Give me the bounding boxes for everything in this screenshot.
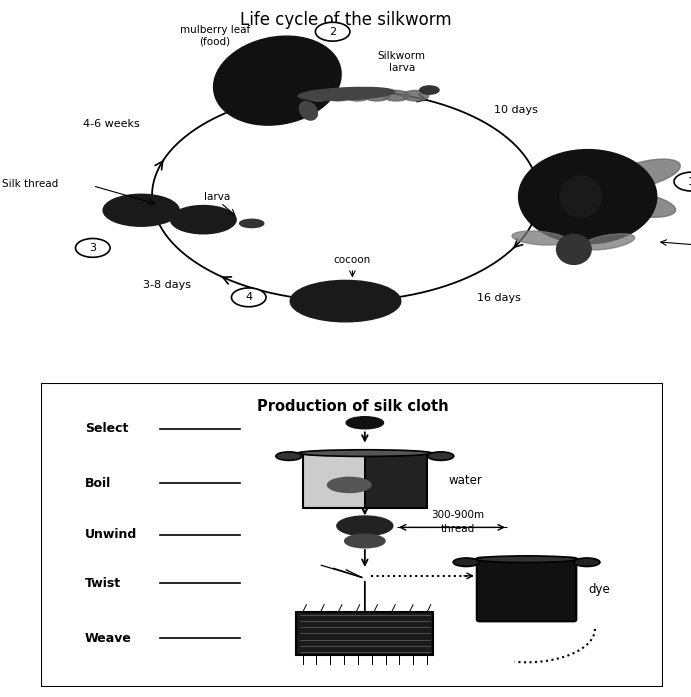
Ellipse shape bbox=[475, 556, 578, 562]
Ellipse shape bbox=[290, 280, 401, 322]
Text: Boil: Boil bbox=[85, 477, 111, 490]
Text: 4-6 weeks: 4-6 weeks bbox=[83, 119, 140, 129]
Ellipse shape bbox=[299, 87, 395, 100]
Text: Silk thread: Silk thread bbox=[3, 179, 59, 189]
Ellipse shape bbox=[328, 477, 371, 493]
Text: 16 days: 16 days bbox=[477, 293, 521, 302]
Ellipse shape bbox=[103, 194, 179, 227]
Ellipse shape bbox=[325, 91, 351, 101]
FancyBboxPatch shape bbox=[365, 453, 427, 507]
Ellipse shape bbox=[363, 91, 390, 101]
Ellipse shape bbox=[402, 91, 428, 101]
Text: 4: 4 bbox=[245, 292, 252, 302]
Ellipse shape bbox=[560, 176, 601, 217]
Text: 1: 1 bbox=[688, 176, 691, 187]
Text: mulberry leaf
(food): mulberry leaf (food) bbox=[180, 24, 250, 46]
Text: 10 days: 10 days bbox=[495, 105, 538, 115]
Text: Silkworm
larva: Silkworm larva bbox=[378, 51, 426, 72]
Text: cocoon: cocoon bbox=[334, 255, 371, 266]
Ellipse shape bbox=[419, 86, 439, 94]
Ellipse shape bbox=[299, 102, 317, 120]
Ellipse shape bbox=[337, 516, 392, 536]
Ellipse shape bbox=[574, 558, 600, 567]
Ellipse shape bbox=[344, 91, 370, 101]
Text: larva: larva bbox=[204, 192, 230, 202]
Ellipse shape bbox=[298, 450, 432, 457]
Ellipse shape bbox=[171, 206, 236, 233]
Text: Unwind: Unwind bbox=[85, 528, 138, 542]
Ellipse shape bbox=[556, 234, 591, 264]
Text: 2: 2 bbox=[329, 26, 337, 37]
Text: Select: Select bbox=[85, 422, 129, 436]
Ellipse shape bbox=[346, 417, 384, 429]
Circle shape bbox=[674, 172, 691, 191]
FancyBboxPatch shape bbox=[303, 453, 365, 507]
Text: Twist: Twist bbox=[85, 577, 121, 590]
Text: 3: 3 bbox=[89, 243, 96, 253]
Ellipse shape bbox=[240, 220, 264, 227]
Text: dye: dye bbox=[589, 583, 610, 596]
Ellipse shape bbox=[605, 159, 681, 189]
Ellipse shape bbox=[383, 91, 409, 101]
Ellipse shape bbox=[518, 150, 656, 244]
Circle shape bbox=[75, 238, 110, 257]
Ellipse shape bbox=[582, 233, 635, 250]
Text: Life cycle of the silkworm: Life cycle of the silkworm bbox=[240, 11, 451, 29]
Ellipse shape bbox=[345, 534, 385, 548]
Ellipse shape bbox=[305, 91, 332, 101]
Text: water: water bbox=[448, 474, 483, 487]
Circle shape bbox=[231, 288, 266, 307]
Ellipse shape bbox=[276, 452, 302, 460]
Text: 3-8 days: 3-8 days bbox=[143, 280, 191, 290]
Ellipse shape bbox=[596, 191, 676, 217]
Text: 300-900m: 300-900m bbox=[432, 510, 484, 520]
FancyBboxPatch shape bbox=[296, 612, 433, 654]
Circle shape bbox=[315, 22, 350, 41]
Text: Production of silk cloth: Production of silk cloth bbox=[256, 399, 448, 413]
Ellipse shape bbox=[453, 558, 480, 567]
FancyBboxPatch shape bbox=[477, 558, 576, 621]
Ellipse shape bbox=[214, 36, 341, 125]
Text: thread: thread bbox=[441, 524, 475, 534]
Text: Weave: Weave bbox=[85, 631, 132, 645]
Ellipse shape bbox=[512, 231, 567, 245]
Ellipse shape bbox=[428, 452, 454, 460]
